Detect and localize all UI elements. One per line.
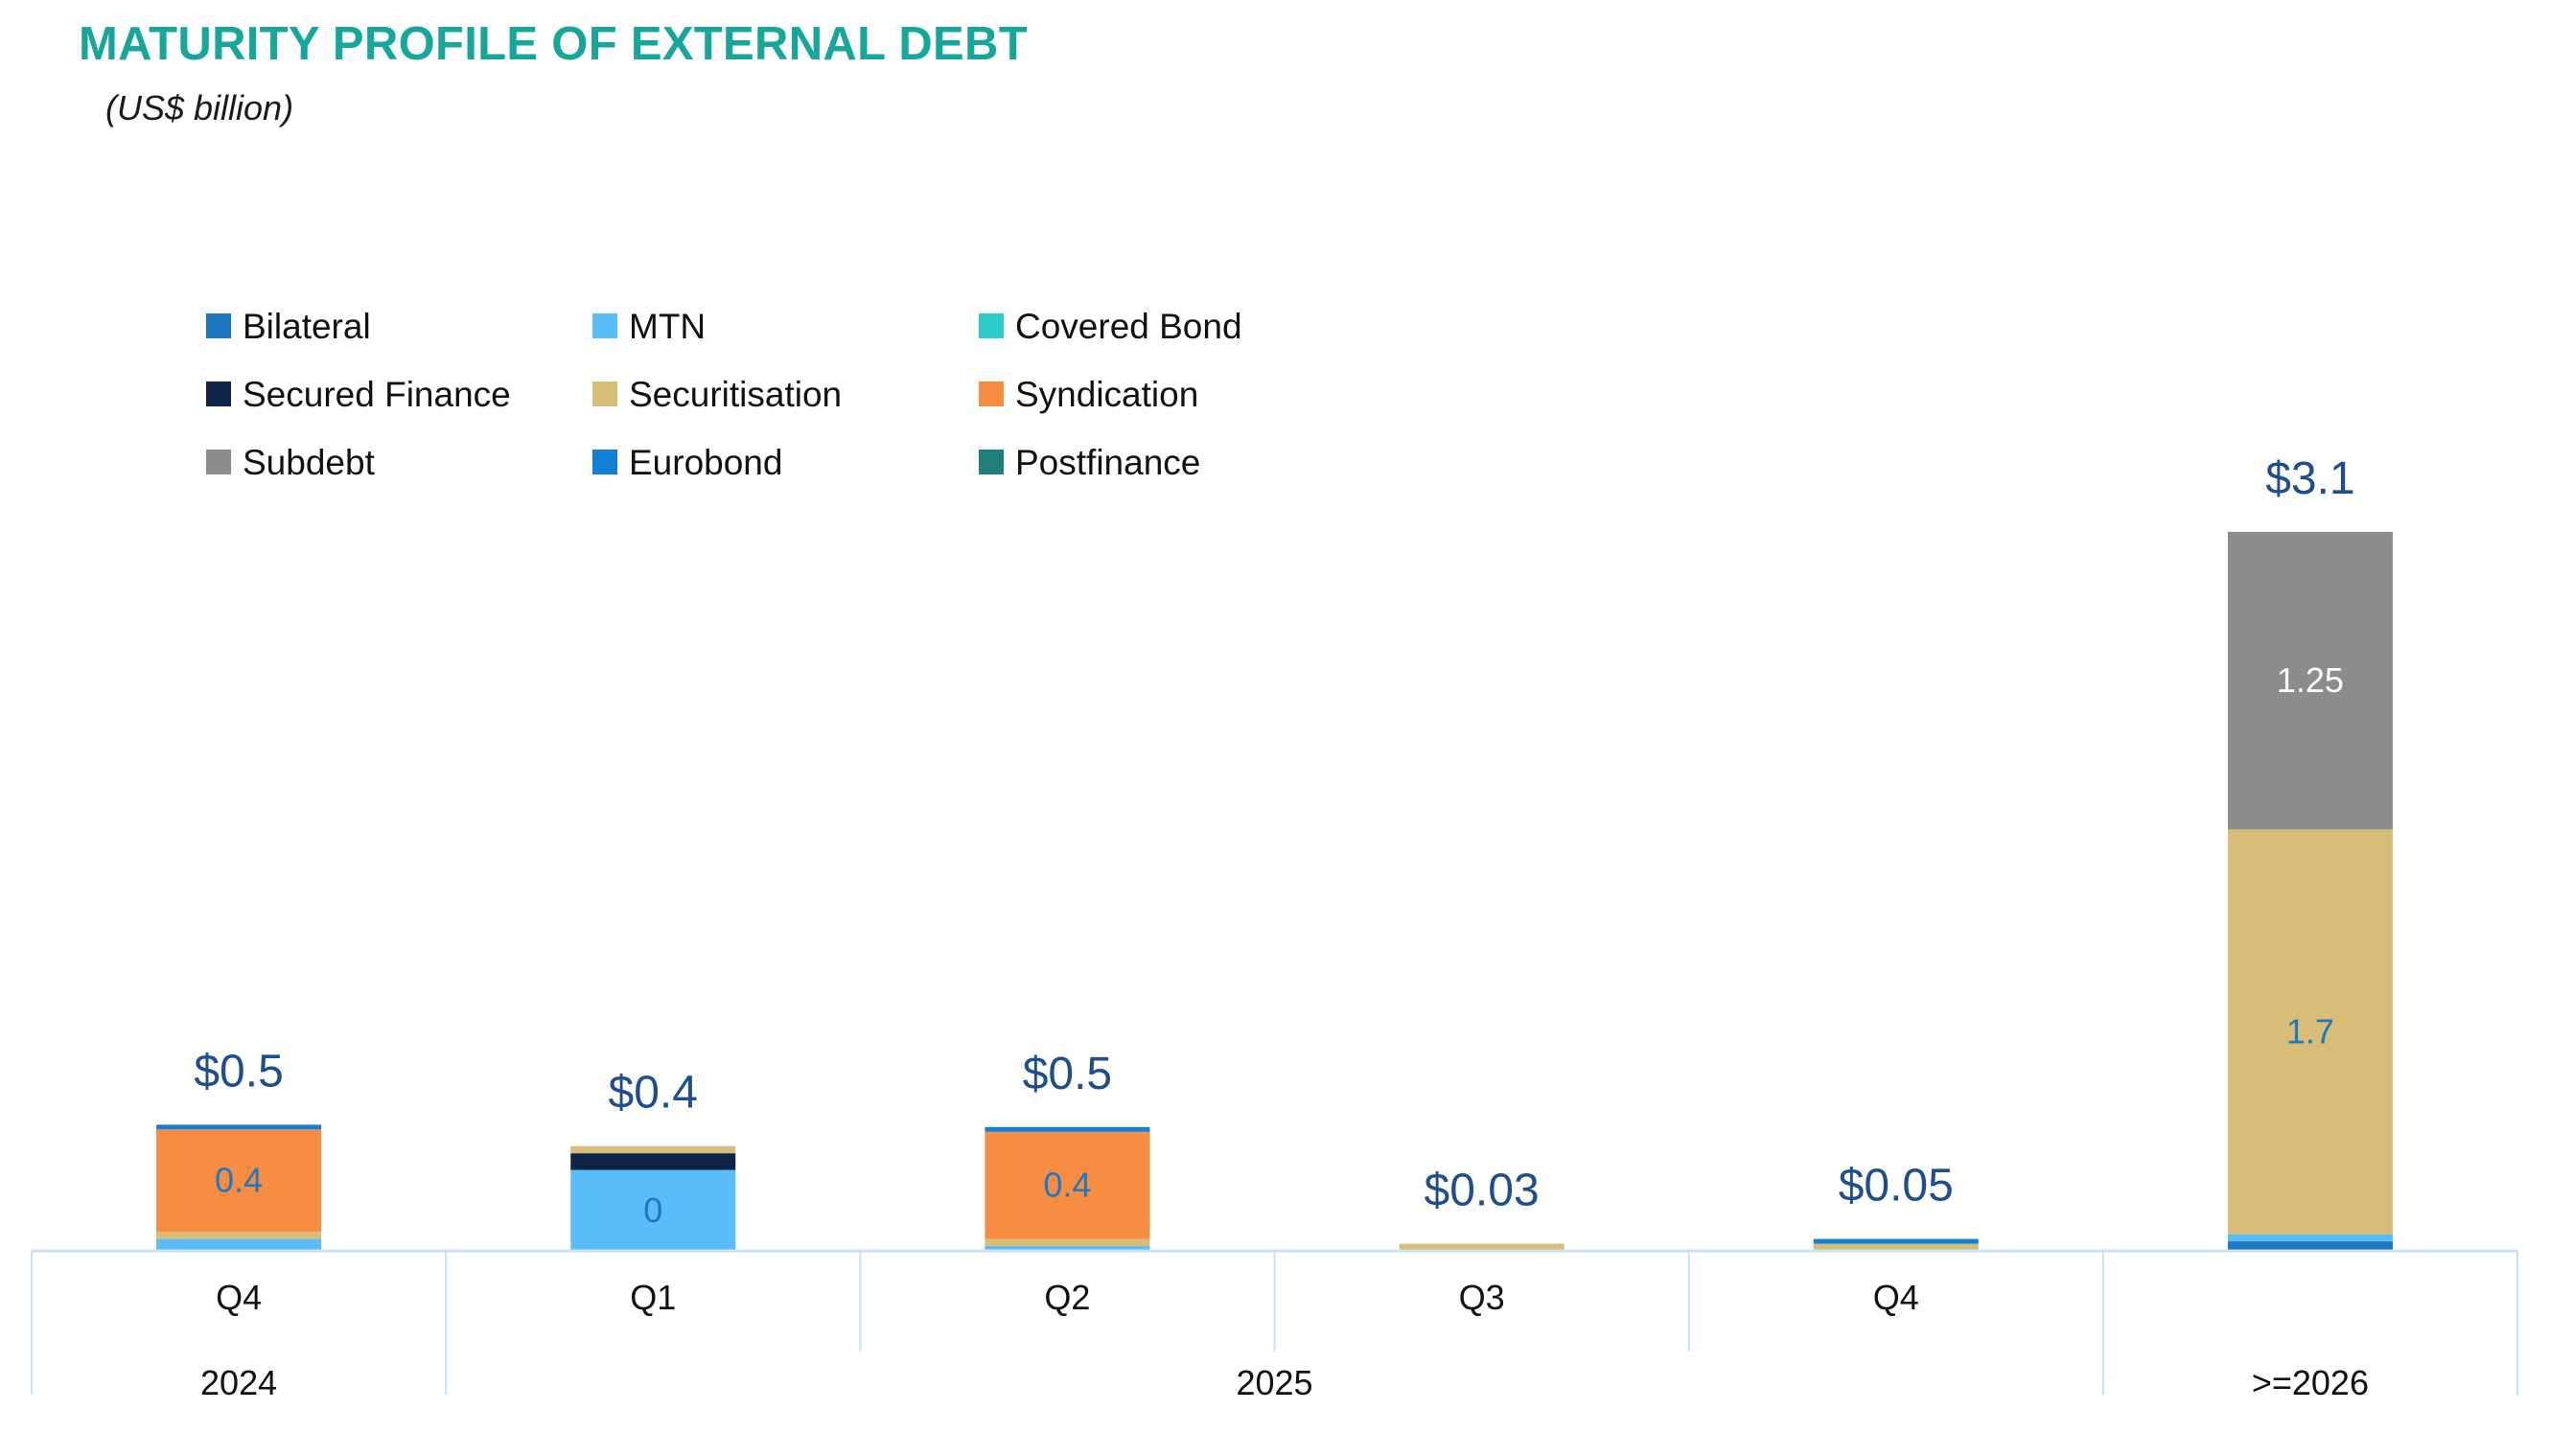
bar-segment-secured-finance-1 [570,1153,736,1170]
legend-label-eurobond: Eurobond [629,443,782,482]
bar-segment-mtn-5 [2227,1234,2393,1242]
bar-segment-securitisation-3 [1399,1243,1565,1251]
segment-value-label: 1.25 [2277,660,2344,700]
legend-swatch-subdebt [206,450,231,474]
legend-swatch-postfinance [979,450,1004,474]
segment-value-label: 0 [643,1190,662,1230]
legend-swatch-syndication [979,381,1004,406]
segment-value-label: 0.4 [215,1161,263,1200]
legend-swatch-eurobond [592,450,617,474]
bar-segment-syndication-2 [985,1131,1150,1239]
legend-label-securitisation: Securitisation [629,375,842,414]
category-tick-label: Q1 [630,1278,676,1317]
legend-label-bilateral: Bilateral [243,307,371,346]
bar-segment-securitisation-5 [2227,829,2393,1235]
category-tick-label: Q4 [216,1278,262,1317]
bar-segment-securitisation-4 [1813,1243,1979,1251]
segment-value-label: 1.7 [2286,1011,2334,1051]
chart-subtitle: (US$ billion) [105,88,294,127]
legend-swatch-secured-finance [206,381,231,406]
legend-label-covered-bond: Covered Bond [1015,307,1242,346]
legend-label-mtn: MTN [629,307,706,346]
legend-swatch-covered-bond [979,313,1004,338]
total-value-label: $3.1 [2265,453,2354,504]
bar-segment-syndication-0 [156,1129,322,1233]
category-tick-label: Q4 [1873,1278,1919,1317]
legend-label-syndication: Syndication [1015,375,1198,414]
bar-segment-bilateral-5 [2227,1241,2393,1251]
category-group-label: 2024 [200,1363,277,1402]
bar-segment-securitisation-0 [156,1232,322,1239]
bar-segment-mtn-0 [156,1238,322,1251]
bar-segment-eurobond-4 [1813,1238,1979,1244]
total-value-label: $0.5 [194,1046,283,1097]
total-value-label: $0.5 [1023,1049,1112,1099]
category-tick-label: Q2 [1044,1278,1090,1317]
bar-segment-mtn-1 [570,1169,736,1251]
bar-segment-subdebt-5 [2227,531,2393,830]
bar-segment-securitisation-2 [985,1238,1150,1247]
chart-title: MATURITY PROFILE OF EXTERNAL DEBT [79,18,1028,70]
legend-swatch-bilateral [206,313,231,338]
segment-value-label: 0.4 [1043,1166,1091,1205]
bar-segment-eurobond-2 [985,1126,1150,1132]
category-group-label: 2025 [1236,1363,1312,1402]
total-value-label: $0.4 [609,1068,698,1119]
legend-label-subdebt: Subdebt [243,443,376,482]
legend-swatch-securitisation [592,381,617,406]
total-value-label: $0.03 [1425,1166,1540,1216]
bar-segment-mtn-2 [985,1246,1150,1251]
bar-segment-eurobond-0 [156,1124,322,1130]
legend-label-secured-finance: Secured Finance [243,375,511,414]
category-group-label: >=2026 [2252,1363,2369,1402]
legend-label-postfinance: Postfinance [1015,443,1200,482]
total-value-label: $0.05 [1839,1161,1954,1212]
category-tick-label: Q3 [1459,1278,1505,1317]
legend-swatch-mtn [592,313,617,338]
bar-segment-securitisation-1 [570,1145,736,1154]
